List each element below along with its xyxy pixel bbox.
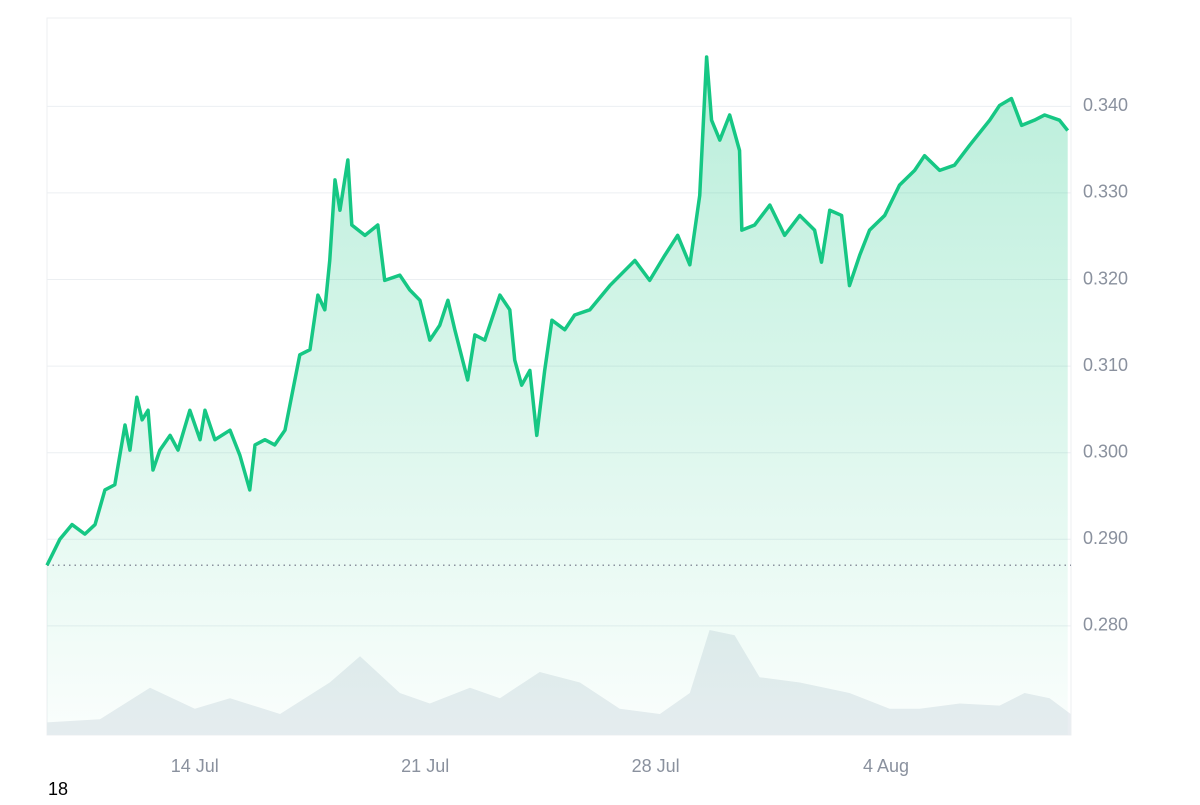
y-tick-label: 0.290	[1083, 528, 1128, 548]
y-tick-label: 0.300	[1083, 441, 1128, 461]
price-area	[47, 56, 1068, 735]
x-tick-label: 14 Jul	[171, 756, 219, 776]
x-tick-label: 4 Aug	[863, 756, 909, 776]
x-tick-label: 21 Jul	[401, 756, 449, 776]
footer-label: 18	[48, 779, 68, 799]
price-line	[45, 55, 1070, 567]
y-tick-label: 0.310	[1083, 355, 1128, 375]
y-tick-label: 0.280	[1083, 615, 1128, 635]
y-tick-label: 0.330	[1083, 182, 1128, 202]
y-tick-label: 0.340	[1083, 95, 1128, 115]
x-tick-label: 28 Jul	[632, 756, 680, 776]
y-tick-label: 0.320	[1083, 268, 1128, 288]
